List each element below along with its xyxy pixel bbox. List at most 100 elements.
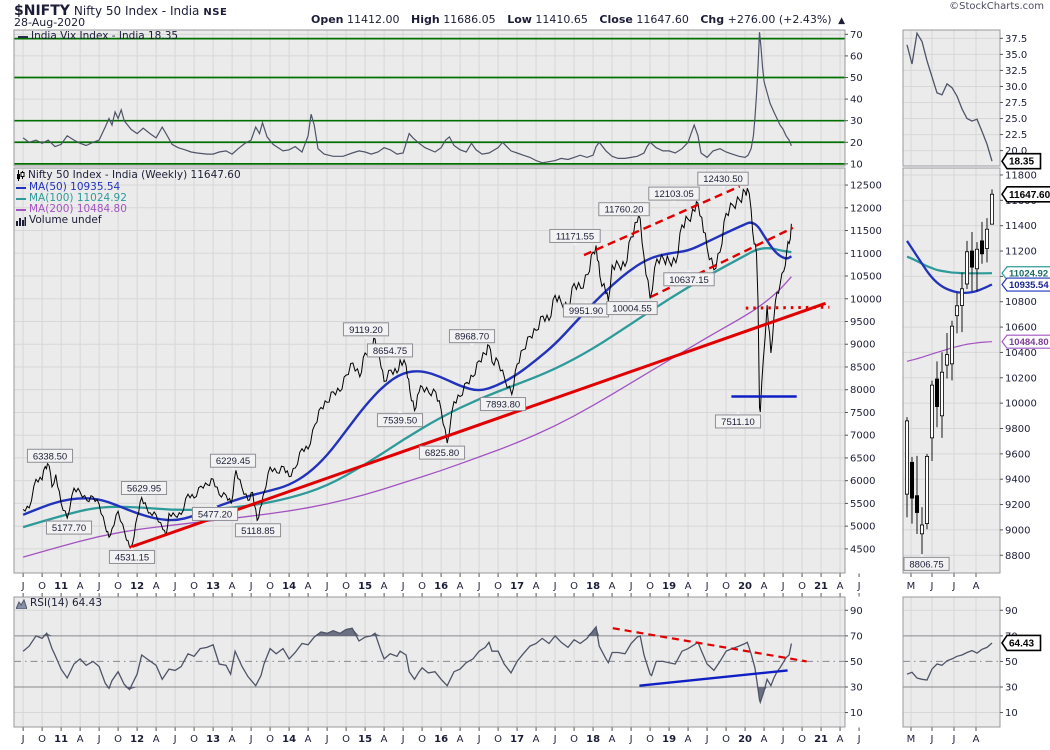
svg-text:5000: 5000 xyxy=(850,522,875,533)
svg-text:J: J xyxy=(173,734,177,745)
rsi-series xyxy=(22,625,807,705)
svg-text:20: 20 xyxy=(850,138,863,149)
svg-text:5477.20: 5477.20 xyxy=(198,509,232,520)
svg-text:20: 20 xyxy=(738,734,752,745)
svg-text:10484.80: 10484.80 xyxy=(1009,337,1049,348)
svg-text:A: A xyxy=(609,734,616,745)
svg-text:9000: 9000 xyxy=(850,340,875,351)
svg-text:10600: 10600 xyxy=(1005,323,1037,334)
svg-text:J: J xyxy=(401,734,405,745)
svg-text:5500: 5500 xyxy=(850,499,875,510)
svg-text:J: J xyxy=(21,734,25,745)
svg-text:O: O xyxy=(418,734,426,745)
svg-text:11171.55: 11171.55 xyxy=(556,231,594,242)
price-zoom-panel: 1180011600114001120011000108001060010400… xyxy=(902,167,1050,574)
low-value: 11410.65 xyxy=(535,13,588,26)
svg-text:A: A xyxy=(457,581,464,592)
svg-text:13: 13 xyxy=(206,581,220,592)
svg-text:A: A xyxy=(685,581,692,592)
svg-text:37.5: 37.5 xyxy=(1005,34,1027,45)
svg-text:J: J xyxy=(952,581,956,592)
rsi-zoom-panel: 907050301064.43 xyxy=(902,596,1042,728)
svg-text:J: J xyxy=(781,581,785,592)
svg-text:18: 18 xyxy=(586,734,600,745)
open-label: Open xyxy=(310,13,344,26)
svg-text:O: O xyxy=(266,581,274,592)
svg-text:30: 30 xyxy=(850,682,863,693)
svg-text:J: J xyxy=(249,734,253,745)
svg-text:6229.45: 6229.45 xyxy=(216,456,250,467)
svg-text:O: O xyxy=(570,734,578,745)
svg-text:12: 12 xyxy=(130,734,144,745)
svg-text:27.5: 27.5 xyxy=(1005,98,1027,109)
high-label: High xyxy=(411,13,440,26)
low-label: Low xyxy=(507,13,532,26)
svg-text:A: A xyxy=(229,581,236,592)
svg-text:70: 70 xyxy=(850,30,863,41)
svg-text:8806.75: 8806.75 xyxy=(909,559,943,570)
svg-text:A: A xyxy=(305,581,312,592)
svg-text:J: J xyxy=(930,581,934,592)
svg-text:J: J xyxy=(553,734,557,745)
svg-text:O: O xyxy=(798,734,806,745)
svg-text:J: J xyxy=(325,734,329,745)
svg-text:M: M xyxy=(907,581,916,592)
ma100-legend: MA(100) 11024.92 xyxy=(16,193,127,204)
svg-text:O: O xyxy=(418,581,426,592)
svg-text:70: 70 xyxy=(850,631,863,642)
svg-text:J: J xyxy=(325,581,329,592)
svg-text:A: A xyxy=(973,734,980,745)
price-panel: 12500 12000 11500 11000 10500 10000 9500 9000 85… xyxy=(13,167,882,574)
svg-text:7000: 7000 xyxy=(850,431,875,442)
svg-text:9800: 9800 xyxy=(1005,424,1030,435)
svg-text:5177.70: 5177.70 xyxy=(52,523,86,534)
svg-text:18.35: 18.35 xyxy=(1009,157,1034,168)
svg-text:O: O xyxy=(494,734,502,745)
index-name: Nifty 50 Index - India xyxy=(73,4,200,18)
vix-legend: India Vix Index - India 18.35 xyxy=(18,31,178,42)
svg-text:O: O xyxy=(494,581,502,592)
svg-text:20.0: 20.0 xyxy=(1005,146,1027,157)
svg-text:J: J xyxy=(173,581,177,592)
ma200-legend-label: MA(200) 10484.80 xyxy=(29,203,127,215)
svg-text:19: 19 xyxy=(662,581,676,592)
svg-text:O: O xyxy=(190,734,198,745)
svg-text:9119.20: 9119.20 xyxy=(349,325,383,336)
svg-text:O: O xyxy=(646,734,654,745)
svg-text:A: A xyxy=(305,734,312,745)
svg-text:50: 50 xyxy=(850,73,863,84)
svg-text:6338.50: 6338.50 xyxy=(33,451,67,462)
svg-text:7893.80: 7893.80 xyxy=(486,400,520,411)
svg-text:10: 10 xyxy=(1005,708,1018,719)
svg-text:20: 20 xyxy=(738,581,752,592)
high-value: 11686.05 xyxy=(443,13,496,26)
price-legend: Nifty 50 Index - India (Weekly) 11647.60 xyxy=(16,170,241,181)
close-label: Close xyxy=(599,13,633,26)
svg-text:O: O xyxy=(798,581,806,592)
svg-text:6500: 6500 xyxy=(850,453,875,464)
svg-text:4531.15: 4531.15 xyxy=(115,552,149,563)
svg-text:O: O xyxy=(114,734,122,745)
vix-line-icon xyxy=(18,35,28,38)
svg-text:J: J xyxy=(705,581,709,592)
svg-text:J: J xyxy=(705,734,709,745)
svg-text:J: J xyxy=(477,734,481,745)
open-value: 11412.00 xyxy=(347,13,400,26)
svg-text:10000: 10000 xyxy=(850,294,882,305)
svg-text:50: 50 xyxy=(850,657,863,668)
svg-text:11200: 11200 xyxy=(1005,247,1037,258)
x-axis-zoom: M M J J J J A A xyxy=(907,573,980,745)
svg-text:8500: 8500 xyxy=(850,362,875,373)
svg-text:13: 13 xyxy=(206,734,220,745)
svg-text:M: M xyxy=(907,734,916,745)
svg-text:12000: 12000 xyxy=(850,203,882,214)
svg-text:A: A xyxy=(837,581,844,592)
svg-text:O: O xyxy=(722,581,730,592)
svg-text:A: A xyxy=(153,734,160,745)
svg-text:7539.50: 7539.50 xyxy=(383,416,417,427)
svg-text:18: 18 xyxy=(586,581,600,592)
svg-text:50: 50 xyxy=(1005,657,1018,668)
price-legend-label: Nifty 50 Index - India (Weekly) 11647.60 xyxy=(28,169,241,181)
